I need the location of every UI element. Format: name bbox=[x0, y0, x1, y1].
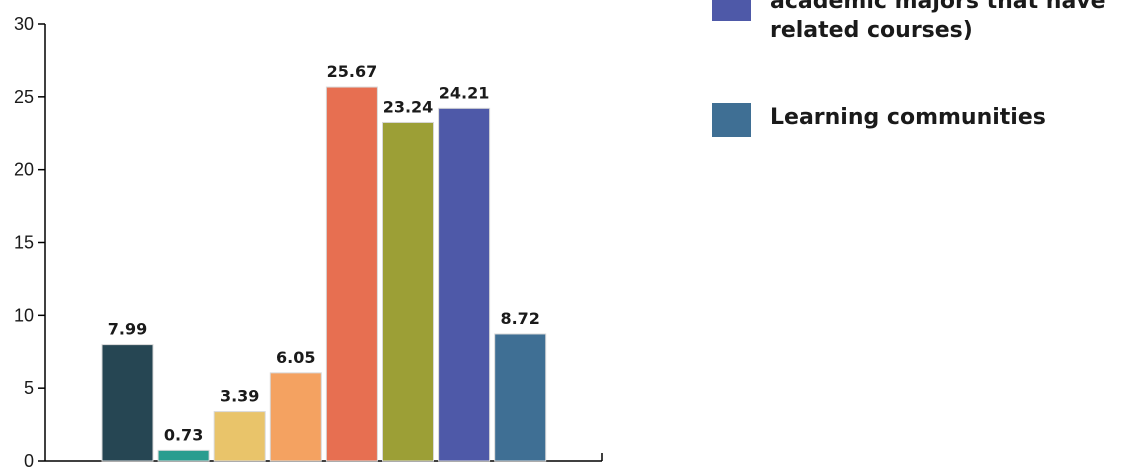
bar-value-label: 25.67 bbox=[327, 62, 378, 81]
bar-value-label: 7.99 bbox=[108, 320, 147, 339]
bar-value-label: 0.73 bbox=[164, 425, 203, 444]
bar-value-label: 3.39 bbox=[220, 387, 259, 406]
bar bbox=[325, 86, 378, 462]
bar-value-label: 23.24 bbox=[383, 97, 434, 116]
y-tick-label: 5 bbox=[24, 378, 34, 398]
bars bbox=[101, 86, 547, 462]
y-tick-label: 10 bbox=[14, 305, 34, 325]
y-tick-label: 30 bbox=[14, 14, 34, 34]
legend-swatch bbox=[712, 0, 751, 21]
y-tick-label: 25 bbox=[14, 87, 34, 107]
bar-chart: 0 5 10 15 20 25 30 7.99 0.73 3.39 6.05 25.67 23.24 2… bbox=[14, 14, 603, 467]
bar bbox=[494, 333, 547, 462]
y-tick-label: 15 bbox=[14, 233, 34, 253]
bar bbox=[101, 344, 154, 462]
y-tick-label: 0 bbox=[24, 451, 34, 467]
legend-label: academic majors that have related course… bbox=[770, 0, 1106, 43]
value-labels: 7.99 0.73 3.39 6.05 25.67 23.24 24.21 8.72 bbox=[108, 62, 540, 444]
legend-item: academic majors that have related course… bbox=[712, 0, 1106, 45]
legend-item: Learning communities bbox=[712, 103, 1046, 137]
y-ticks: 0 5 10 15 20 25 30 bbox=[14, 14, 45, 467]
legend-label: Learning communities bbox=[770, 105, 1046, 130]
legend-swatch bbox=[712, 103, 751, 137]
bar bbox=[269, 372, 322, 462]
bar-value-label: 8.72 bbox=[500, 309, 539, 328]
bar-value-label: 6.05 bbox=[276, 348, 315, 367]
bar bbox=[438, 107, 491, 462]
bar-value-label: 24.21 bbox=[439, 83, 490, 102]
bar bbox=[382, 121, 434, 462]
bar bbox=[157, 449, 210, 462]
bar bbox=[213, 411, 266, 462]
y-tick-label: 20 bbox=[14, 160, 34, 180]
